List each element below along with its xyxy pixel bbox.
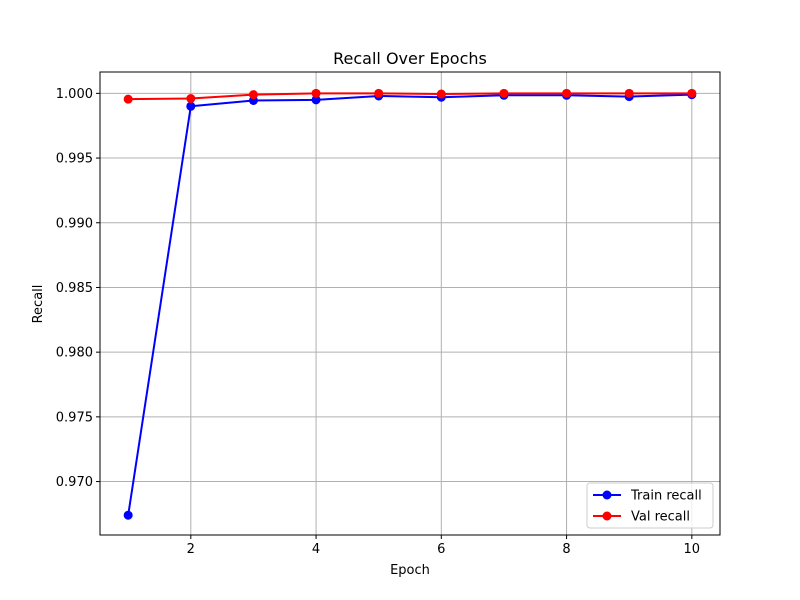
y-tick-label: 0.970 <box>56 475 93 490</box>
data-point <box>499 88 509 98</box>
data-point <box>186 101 196 111</box>
chart-title: Recall Over Epochs <box>333 49 487 68</box>
y-tick-label: 0.975 <box>56 410 93 425</box>
x-tick-label: 8 <box>562 542 570 557</box>
legend-marker <box>602 490 612 500</box>
ticks: 2 4 6 8 10 0.970 0.975 0.980 0.985 0.990 0.995 1.00… <box>56 87 700 557</box>
series-line <box>127 93 692 516</box>
data-point <box>436 89 446 99</box>
legend-label: Train recall <box>630 489 702 504</box>
legend-label: Val recall <box>631 510 690 525</box>
x-tick-label: 10 <box>684 542 701 557</box>
y-tick-label: 0.990 <box>56 216 93 231</box>
x-tick-label: 4 <box>312 542 320 557</box>
series-line <box>128 92 692 101</box>
y-tick-label: 0.995 <box>56 152 93 167</box>
legend: Train recall Val recall <box>586 482 714 529</box>
data-point <box>687 88 697 98</box>
data-point <box>311 95 321 105</box>
grid <box>100 72 720 535</box>
series <box>123 88 697 520</box>
y-tick-label: 0.980 <box>56 346 93 361</box>
data-point <box>374 88 384 98</box>
plot-frame <box>99 71 721 536</box>
data-point <box>123 94 133 104</box>
y-axis-label: Recall <box>31 285 46 324</box>
data-point <box>562 88 572 98</box>
data-point <box>123 510 133 520</box>
x-axis-label: Epoch <box>390 563 430 578</box>
data-point <box>248 90 258 100</box>
x-tick-label: 2 <box>187 542 195 557</box>
x-tick-label: 6 <box>437 542 445 557</box>
y-tick-label: 0.985 <box>56 281 93 296</box>
y-tick-label: 1.000 <box>56 87 93 102</box>
data-point <box>311 88 321 98</box>
data-point <box>624 88 634 98</box>
data-point <box>186 94 196 104</box>
legend-marker <box>602 511 612 521</box>
